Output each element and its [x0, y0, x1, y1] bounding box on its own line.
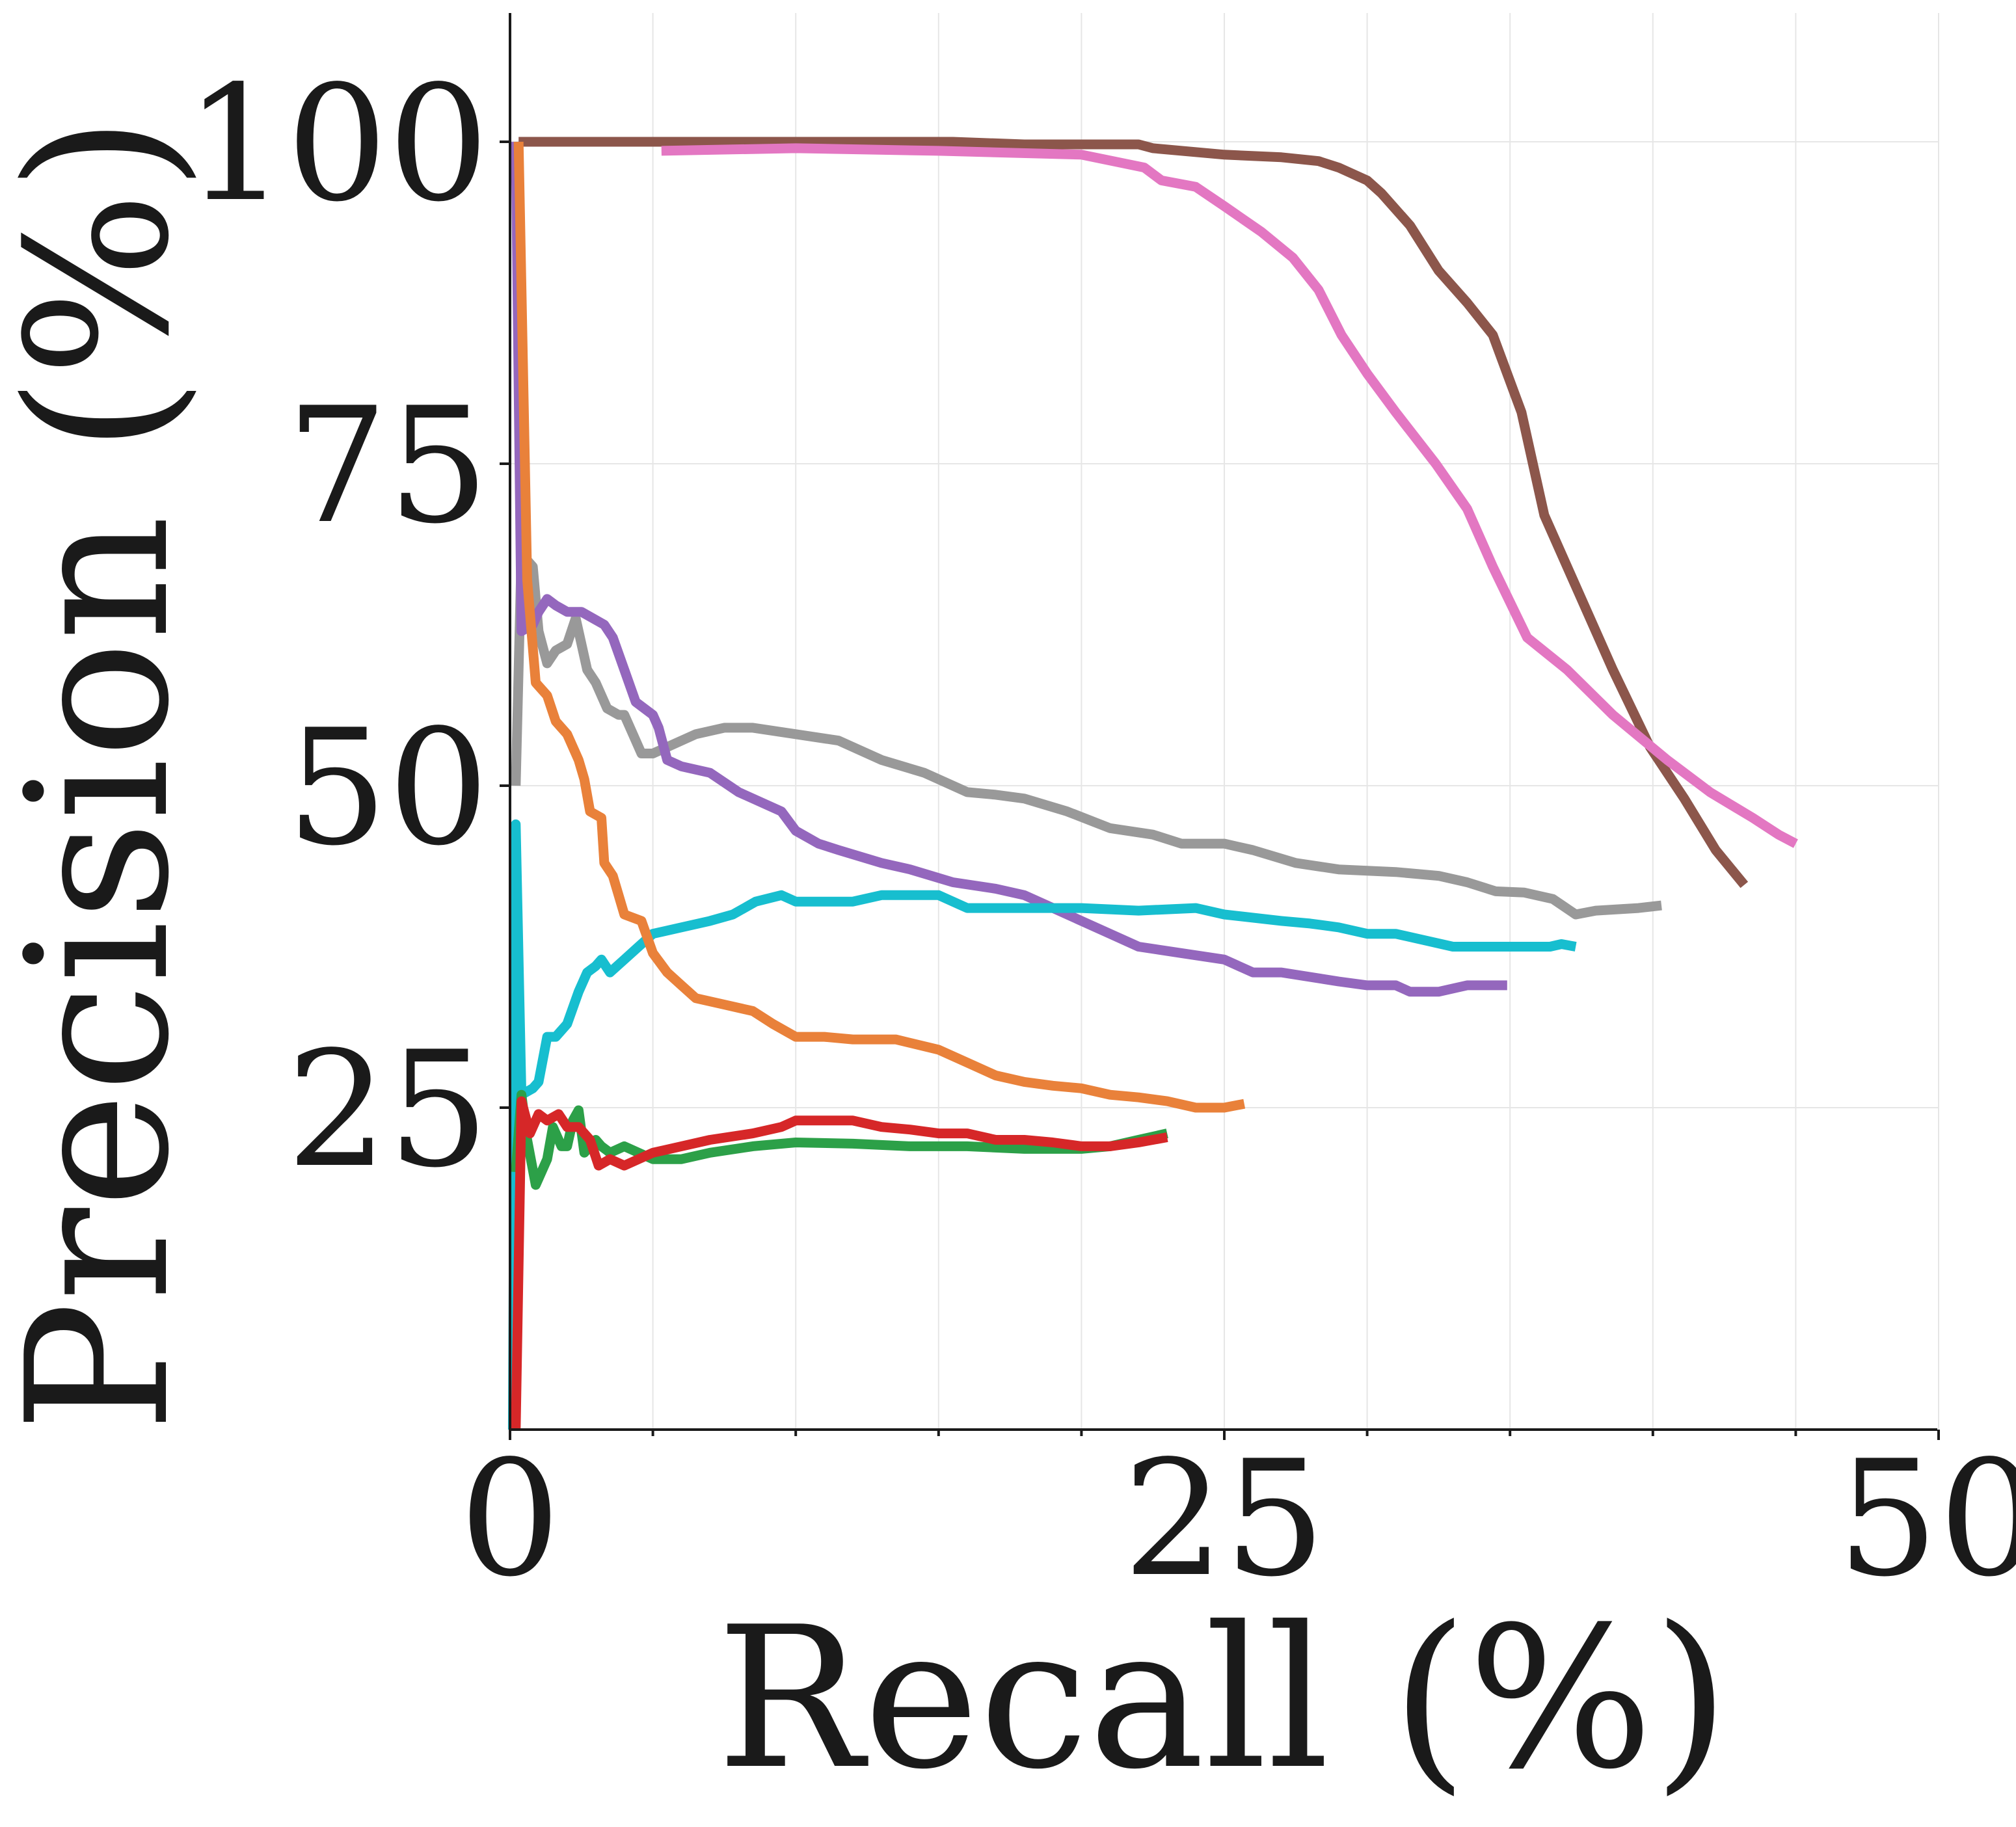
tick-labels: 0 25 50 25 50 75 100	[185, 51, 2016, 1612]
series-line-purple	[511, 141, 1507, 997]
series-line-pink	[661, 143, 1798, 848]
y-tick-label: 25	[286, 1017, 489, 1203]
grid-lines	[510, 13, 1939, 1430]
series-line-brown	[518, 137, 1749, 888]
series-line-orange	[513, 141, 1246, 1113]
series-lines	[507, 137, 1798, 1430]
tick-marks	[500, 140, 1940, 1440]
y-tick-label: 100	[185, 51, 489, 237]
x-axis-title: Recall (%)	[717, 1585, 1730, 1812]
y-tick-label: 50	[286, 695, 489, 881]
y-tick-label: 75	[286, 373, 489, 559]
series-line-cyan	[507, 819, 1577, 1430]
y-axis-title: Precision (%)	[0, 116, 212, 1433]
x-tick-label: 25	[1123, 1426, 1326, 1612]
axes	[509, 13, 1937, 1431]
series-line-red	[511, 1096, 1168, 1430]
x-tick-label: 50	[1837, 1426, 2016, 1612]
series-line-gray	[511, 549, 1662, 920]
x-tick-label: 0	[459, 1426, 561, 1612]
series-line-green	[511, 1089, 1168, 1190]
